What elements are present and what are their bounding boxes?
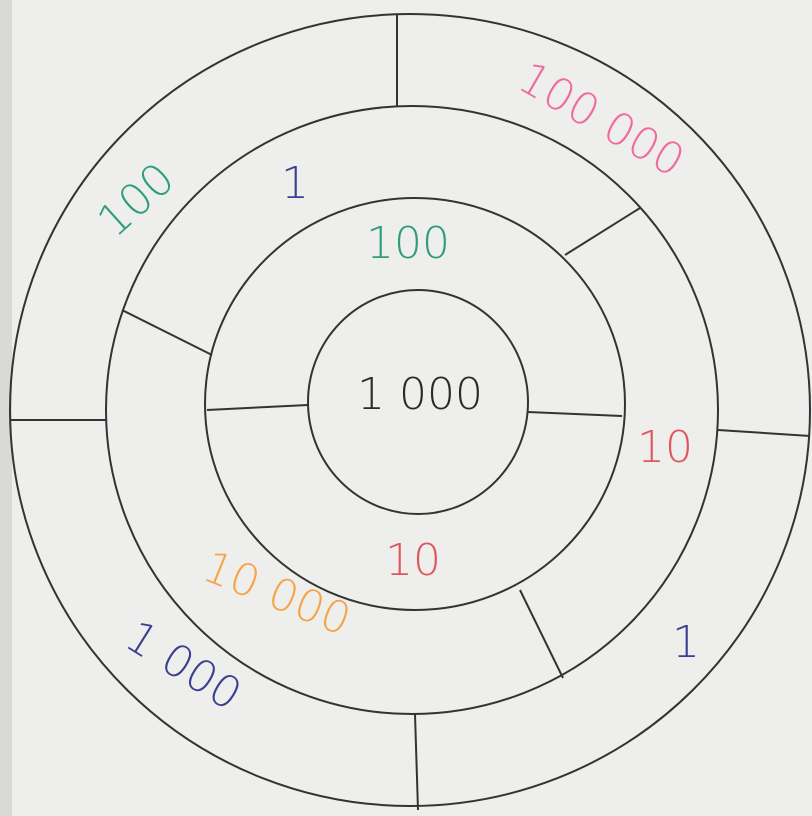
zone-label: 100 — [366, 218, 450, 269]
zone-label: 10 — [385, 535, 441, 586]
zone-label: 1 — [672, 617, 700, 668]
zone-label: 1 000 — [357, 369, 483, 420]
zone-label: 1 — [281, 158, 309, 209]
zone-label: 10 — [637, 422, 693, 473]
target-diagram: 100 000 100 1 100 1 000 10 10 10 000 1 1… — [0, 0, 812, 816]
